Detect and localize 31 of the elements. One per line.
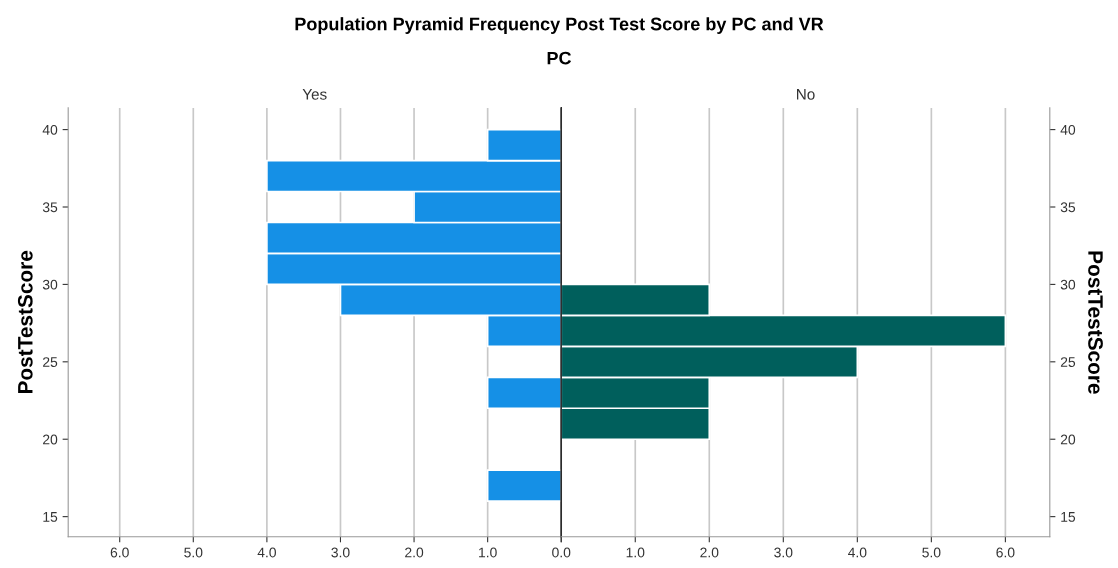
- y-tick-label: 25: [43, 357, 58, 367]
- x-tick-label: 6.0: [996, 547, 1015, 558]
- y-tick-label: 25: [1060, 357, 1076, 367]
- y2-axis-title: PostTestScore: [1088, 251, 1103, 394]
- y-tick-label: 20: [1060, 434, 1076, 445]
- y-tick-label: 30: [42, 279, 58, 290]
- y-tick-label: 30: [1060, 279, 1076, 290]
- y-axis-title: PostTestScore: [17, 250, 33, 394]
- y-tick-label: 40: [1060, 124, 1076, 135]
- x-tick-label: 6.0: [110, 547, 129, 558]
- x2-axis-title: No: [797, 89, 815, 100]
- x-tick-label: 4.0: [257, 547, 276, 558]
- x-tick-label: 5.0: [922, 547, 941, 558]
- x-tick-label: 2.0: [700, 547, 719, 558]
- x2-axis-title: Yes: [302, 89, 327, 100]
- text: Population Pyramid Frequency Post Test Score by PC and VR: [295, 17, 824, 34]
- x-tick-label: 0.0: [552, 547, 571, 558]
- y-tick-label: 15: [1061, 512, 1076, 522]
- x-tick-label: 3.0: [331, 547, 350, 558]
- x-tick-label: 4.0: [848, 547, 867, 558]
- x-tick-label: 1.0: [479, 547, 497, 558]
- y-tick-label: 35: [1060, 202, 1076, 213]
- x-tick-label: 5.0: [184, 547, 203, 558]
- x-tick-label: 2.0: [405, 547, 424, 558]
- y-tick-label: 15: [43, 512, 58, 522]
- y-tick-label: 40: [42, 124, 58, 135]
- x-tick-label: 1.0: [626, 547, 645, 558]
- text: PC: [547, 51, 572, 65]
- y-tick-label: 20: [43, 434, 58, 445]
- x-tick-label: 3.0: [774, 547, 793, 558]
- y-tick-label: 35: [42, 202, 58, 213]
